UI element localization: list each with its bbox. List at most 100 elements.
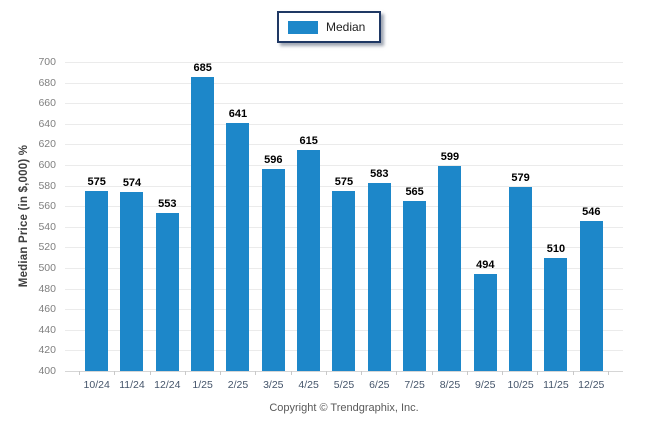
x-axis-label: 12/25 [578, 379, 605, 391]
bar-value-label: 553 [158, 198, 177, 211]
y-axis-tick-label: 640 [38, 117, 56, 130]
bar-2/25[interactable] [226, 122, 250, 371]
bar-5/25[interactable] [332, 190, 356, 371]
gridline [65, 185, 623, 187]
bar-10/25[interactable] [509, 186, 533, 371]
x-axis-label: 12/24 [154, 379, 181, 391]
gridline [65, 165, 623, 166]
bar-3/25[interactable] [261, 169, 285, 371]
y-axis-tick-label: 620 [38, 138, 56, 151]
gridline [65, 103, 623, 105]
y-axis-tick-label: 500 [38, 262, 56, 274]
x-axis-label: 5/25 [333, 379, 355, 391]
plot-area: 400 420 440 460 480 500 520 540 560 580 600 620 640 6… [38, 56, 623, 391]
bar-6/25[interactable] [367, 182, 391, 371]
bar-slot: 596 [256, 154, 291, 371]
x-axis-labels: 10/24 11/24 12/24 1/25 2/25 3/25 4/25 5/25 6/25 7… [65, 379, 623, 391]
bar-value-label: 575 [334, 175, 354, 188]
bar-slot: 574 [114, 177, 149, 371]
bar-value-label: 583 [370, 167, 389, 180]
x-axis-tick [362, 371, 398, 375]
y-axis-tick-label: 580 [38, 179, 56, 192]
x-axis-ticks [65, 371, 623, 375]
bar-9/25[interactable] [473, 274, 497, 371]
x-axis-tick [186, 371, 222, 375]
x-axis-tick [574, 371, 609, 375]
bar-slot: 494 [468, 259, 503, 371]
gridline [65, 371, 623, 372]
legend-swatch-median [288, 20, 318, 34]
legend[interactable]: Median [277, 11, 382, 43]
bar-value-label: 546 [582, 205, 601, 218]
y-axis-tick-label: 680 [38, 76, 56, 89]
bar-value-label: 574 [122, 176, 142, 189]
bar-slot: 565 [397, 186, 432, 371]
bar-12/24[interactable] [155, 213, 179, 371]
x-axis-label: 8/25 [439, 379, 461, 391]
bar-slot: 553 [150, 198, 185, 371]
x-axis-label: 2/25 [227, 379, 249, 391]
x-axis-tick [256, 371, 292, 375]
y-axis-tick-label: 460 [38, 303, 56, 316]
copyright-text: Copyright © Trendgraphix, Inc. [269, 402, 419, 414]
bar-slot: 575 [326, 176, 361, 371]
x-axis-label: 7/25 [404, 379, 425, 391]
gridline [65, 82, 623, 84]
x-axis-tick [433, 371, 468, 375]
x-axis-label: 11/24 [119, 379, 145, 391]
y-axis-tick-label: 700 [38, 56, 56, 68]
bar-8/25[interactable] [438, 166, 462, 371]
bar-slot: 685 [185, 62, 220, 371]
bar-value-label: 596 [264, 154, 283, 167]
bar-value-label: 685 [193, 62, 212, 75]
bar-slot: 546 [574, 206, 609, 371]
bar-slot: 599 [432, 151, 467, 371]
bar-value-label: 641 [228, 107, 248, 120]
bar-slot: 615 [291, 135, 326, 371]
y-axis-tick-label: 560 [38, 200, 56, 213]
legend-label-median: Median [326, 20, 366, 34]
x-axis-tick [468, 371, 504, 375]
y-axis-tick-label: 520 [38, 241, 56, 254]
y-axis-tick-label: 660 [38, 97, 56, 110]
bar-value-label: 510 [546, 242, 566, 255]
bar-1/25[interactable] [191, 77, 215, 371]
x-axis-label: 11/25 [543, 379, 569, 391]
x-axis-label: 6/25 [369, 379, 390, 391]
x-axis-label: 4/25 [298, 379, 319, 391]
bar-value-label: 615 [299, 134, 318, 147]
bar-value-label: 494 [476, 259, 495, 272]
x-axis-tick [79, 371, 116, 375]
bar-value-label: 575 [87, 175, 106, 188]
x-axis-tick [151, 371, 186, 375]
bar-value-label: 599 [440, 151, 460, 164]
y-axis-tick-label: 600 [38, 159, 56, 171]
x-axis-tick [397, 371, 433, 375]
bar-11/24[interactable] [120, 191, 144, 371]
bar-10/24[interactable] [85, 190, 109, 371]
x-axis-tick [538, 371, 574, 375]
bar-slot: 641 [220, 108, 255, 371]
gridline [65, 123, 623, 125]
x-axis-label: 3/25 [263, 379, 284, 391]
x-axis-tick [115, 371, 151, 375]
x-axis-label: 9/25 [475, 379, 496, 391]
bar-12/25[interactable] [579, 220, 603, 371]
y-axis-tick-label: 480 [38, 282, 56, 295]
bar-4/25[interactable] [297, 149, 321, 371]
x-axis-tick [327, 371, 363, 375]
bar-slot: 579 [503, 172, 538, 371]
bar-slot: 583 [362, 168, 397, 371]
y-axis-tick-label: 540 [38, 220, 56, 233]
bar-7/25[interactable] [403, 201, 427, 371]
bar-value-label: 565 [405, 186, 424, 199]
gridline [65, 144, 623, 146]
x-axis-label: 1/25 [192, 379, 213, 391]
y-axis-tick-label: 400 [38, 365, 56, 377]
x-axis-label: 10/25 [507, 379, 534, 391]
bar-11/25[interactable] [544, 257, 568, 371]
bar-value-label: 579 [511, 171, 530, 184]
x-axis-label: 10/24 [83, 379, 110, 391]
x-axis-tick [221, 371, 257, 375]
